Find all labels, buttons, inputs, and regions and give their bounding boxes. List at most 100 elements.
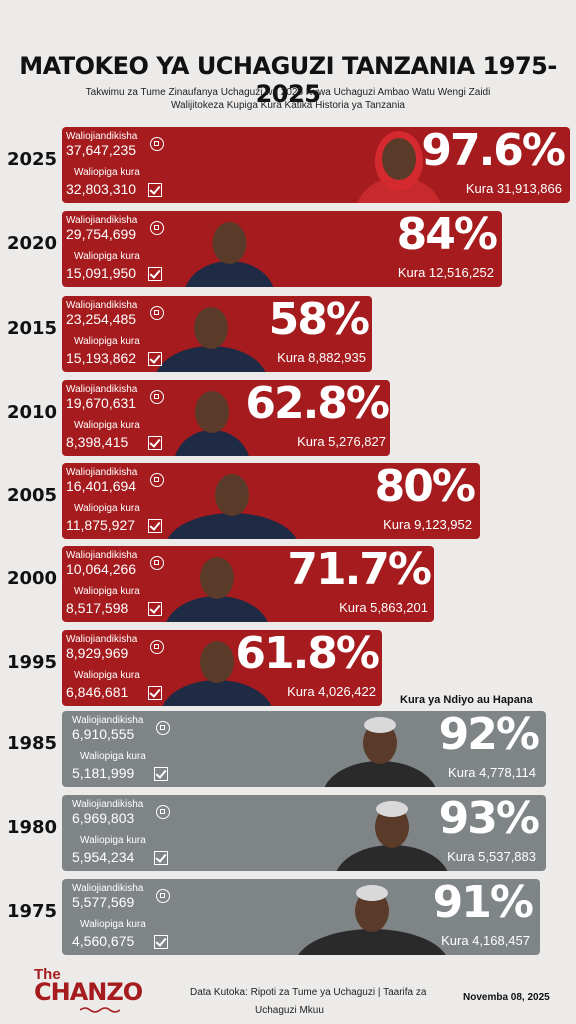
result-bar: Waliojiandikisha 29,754,699 Waliopiga kura… — [62, 211, 502, 287]
referendum-note: Kura ya Ndiyo au Hapana — [400, 694, 533, 706]
registered-value: 37,647,235 — [66, 142, 137, 158]
kura-value: Kura 5,863,201 — [339, 600, 428, 615]
voted-value: 15,091,950 — [66, 265, 137, 281]
voted-value: 8,398,415 — [66, 434, 129, 450]
leader-portrait — [320, 711, 440, 787]
checkbox-icon — [154, 851, 168, 865]
leader-portrait — [158, 630, 276, 706]
subtitle-line-1: Takwimu za Tume Zinaufanya Uchaguzi wa 2… — [85, 87, 491, 98]
year-label: 1995 — [6, 652, 58, 673]
result-bar: Waliojiandikisha 19,670,631 Waliopiga kura… — [62, 380, 390, 456]
registration-icon — [150, 640, 164, 654]
percent-value: 71.7% — [287, 546, 432, 595]
kura-value: Kura 4,026,422 — [287, 684, 376, 699]
registered-value: 19,670,631 — [66, 395, 137, 411]
registered-label: Waliojiandikisha — [66, 467, 138, 478]
voted-label: Waliopiga kura — [74, 336, 140, 347]
registered-value: 29,754,699 — [66, 226, 137, 242]
registered-label: Waliojiandikisha — [72, 883, 144, 894]
voted-value: 5,181,999 — [72, 765, 135, 781]
year-label: 2010 — [6, 402, 58, 423]
voted-value: 8,517,598 — [66, 600, 129, 616]
percent-value: 93% — [438, 795, 540, 844]
voted-label: Waliopiga kura — [74, 503, 140, 514]
kura-value: Kura 12,516,252 — [397, 265, 494, 280]
leader-portrait — [182, 211, 277, 287]
voted-value: 4,560,675 — [72, 933, 135, 949]
logo-wave-icon — [80, 1007, 120, 1013]
result-bar: Waliojiandikisha 16,401,694 Waliopiga kura… — [62, 463, 480, 539]
leader-portrait — [152, 296, 270, 372]
kura-value: Kura 8,882,935 — [277, 350, 366, 365]
kura-value: Kura 5,276,827 — [297, 434, 386, 449]
kura-value: Kura 4,778,114 — [448, 765, 536, 780]
result-bar: Waliojiandikisha 37,647,235 Waliopiga kura… — [62, 127, 570, 203]
checkbox-icon — [148, 602, 162, 616]
publish-date: Novemba 08, 2025 — [463, 992, 550, 1003]
kura-value: Kura 5,537,883 — [447, 849, 536, 864]
registered-label: Waliojiandikisha — [66, 634, 138, 645]
registered-value: 23,254,485 — [66, 311, 137, 327]
result-bar: Waliojiandikisha 6,910,555 Waliopiga kura 5… — [62, 711, 546, 787]
leader-portrait — [162, 463, 302, 539]
voted-label: Waliopiga kura — [74, 167, 140, 178]
registration-icon — [156, 805, 170, 819]
result-bar: Waliojiandikisha 8,929,969 Waliopiga kura 6… — [62, 630, 382, 706]
page-title: MATOKEO YA UCHAGUZI TANZANIA 1975-2025 — [19, 52, 557, 108]
year-label: 2015 — [6, 318, 58, 339]
leader-portrait — [292, 879, 452, 955]
percent-value: 92% — [438, 711, 540, 760]
year-label: 2020 — [6, 233, 58, 254]
result-bar: Waliojiandikisha 5,577,569 Waliopiga kura 4… — [62, 879, 540, 955]
registration-icon — [150, 221, 164, 235]
kura-value: Kura 9,123,952 — [383, 517, 472, 532]
registered-label: Waliojiandikisha — [72, 799, 144, 810]
percent-value: 58% — [268, 296, 370, 345]
percent-value: 84% — [396, 211, 498, 260]
result-bar: Waliojiandikisha 23,254,485 Waliopiga kura… — [62, 296, 372, 372]
data-source-line-1: Data Kutoka: Ripoti za Tume ya Uchaguzi … — [190, 987, 427, 998]
registration-icon — [150, 473, 164, 487]
registered-label: Waliojiandikisha — [66, 550, 138, 561]
checkbox-icon — [148, 436, 162, 450]
leader-portrait — [172, 380, 252, 456]
checkbox-icon — [148, 352, 162, 366]
registered-label: Waliojiandikisha — [66, 215, 138, 226]
year-label: 2025 — [6, 149, 58, 170]
checkbox-icon — [148, 686, 162, 700]
checkbox-icon — [154, 935, 168, 949]
voted-value: 32,803,310 — [66, 181, 137, 197]
subtitle-line-2: Walijitokeza Kupiga Kura Katika Historia… — [170, 100, 405, 111]
voted-label: Waliopiga kura — [74, 670, 140, 681]
leader-portrait — [332, 795, 452, 871]
voted-label: Waliopiga kura — [74, 586, 140, 597]
voted-label: Waliopiga kura — [74, 420, 140, 431]
registration-icon — [150, 137, 164, 151]
registered-value: 5,577,569 — [72, 894, 135, 910]
registered-label: Waliojiandikisha — [66, 384, 138, 395]
kura-value: Kura 4,168,457 — [441, 933, 530, 948]
percent-value: 62.8% — [245, 380, 390, 429]
year-label: 2005 — [6, 485, 58, 506]
registered-value: 10,064,266 — [66, 561, 137, 577]
registration-icon — [156, 889, 170, 903]
percent-value: 61.8% — [235, 630, 380, 679]
checkbox-icon — [148, 267, 162, 281]
voted-value: 15,193,862 — [66, 350, 137, 366]
voted-label: Waliopiga kura — [80, 751, 146, 762]
voted-value: 5,954,234 — [72, 849, 135, 865]
checkbox-icon — [148, 183, 162, 197]
voted-label: Waliopiga kura — [80, 835, 146, 846]
registration-icon — [150, 556, 164, 570]
registered-label: Waliojiandikisha — [66, 131, 138, 142]
year-label: 1975 — [6, 901, 58, 922]
year-label: 1985 — [6, 733, 58, 754]
year-label: 1980 — [6, 817, 58, 838]
voted-value: 6,846,681 — [66, 684, 129, 700]
percent-value: 91% — [432, 879, 534, 928]
percent-value: 97.6% — [421, 127, 566, 176]
registered-label: Waliojiandikisha — [72, 715, 144, 726]
voted-label: Waliopiga kura — [74, 251, 140, 262]
logo-the: The — [34, 966, 61, 983]
registration-icon — [150, 306, 164, 320]
